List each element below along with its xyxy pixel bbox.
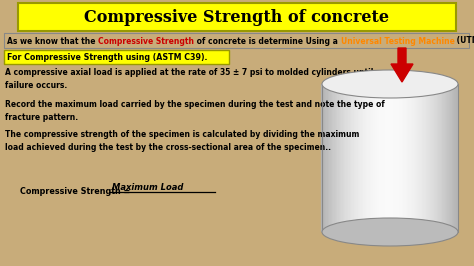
Text: Maximum Load: Maximum Load	[112, 184, 183, 193]
Text: Compressive Strength of concrete: Compressive Strength of concrete	[84, 9, 390, 26]
Text: Compressive Strength =: Compressive Strength =	[20, 188, 133, 197]
Text: Universal Testing Machine: Universal Testing Machine	[341, 36, 455, 45]
Text: Compressive Strength: Compressive Strength	[98, 36, 194, 45]
Text: Record the maximum load carried by the specimen during the test and note the typ: Record the maximum load carried by the s…	[5, 100, 385, 122]
Text: The compressive strength of the specimen is calculated by dividing the maximum
l: The compressive strength of the specimen…	[5, 130, 359, 152]
Ellipse shape	[322, 70, 458, 98]
Polygon shape	[391, 48, 413, 82]
Bar	[18, 3, 456, 31]
Bar	[322, 84, 458, 232]
Text: of concrete is determine Using a: of concrete is determine Using a	[194, 36, 341, 45]
Bar	[4, 50, 229, 64]
Text: As we know that the: As we know that the	[7, 36, 98, 45]
Text: For Compressive Strength using (ASTM C39).: For Compressive Strength using (ASTM C39…	[7, 52, 208, 61]
Ellipse shape	[322, 218, 458, 246]
Text: A compressive axial load is applied at the rate of 35 ± 7 psi to molded cylinder: A compressive axial load is applied at t…	[5, 68, 374, 90]
Bar	[4, 33, 469, 48]
Text: (UTM).: (UTM).	[455, 36, 474, 45]
